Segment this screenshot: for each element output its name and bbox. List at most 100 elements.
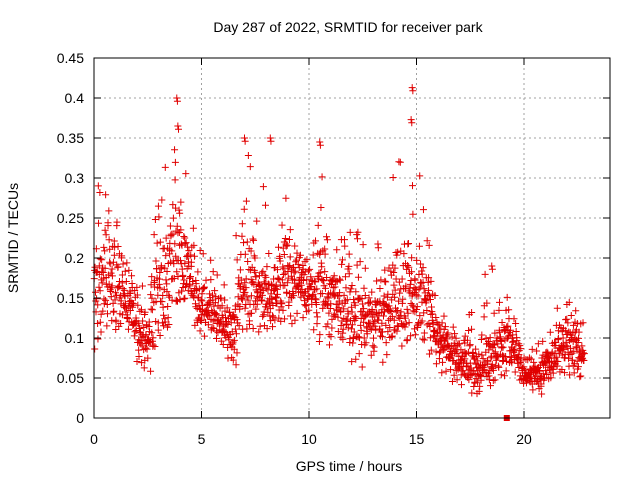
- data-point: [498, 344, 506, 352]
- data-point: [171, 158, 179, 166]
- data-point: [311, 278, 319, 286]
- data-point: [428, 310, 436, 318]
- data-point: [244, 296, 252, 304]
- data-point: [521, 366, 529, 374]
- data-point: [515, 364, 523, 372]
- data-point: [110, 307, 118, 315]
- data-point: [278, 300, 286, 308]
- x-tick-label: 10: [301, 431, 317, 447]
- data-point: [310, 277, 318, 285]
- x-tick-labels: 0 5 10 15 20: [90, 431, 532, 447]
- data-point: [281, 235, 289, 243]
- data-point: [282, 194, 290, 202]
- data-point: [129, 300, 137, 308]
- data-point: [423, 306, 431, 314]
- data-point: [422, 297, 430, 305]
- data-point: [285, 298, 293, 306]
- data-point: [242, 197, 250, 205]
- data-point: [261, 279, 269, 287]
- data-point: [91, 345, 99, 353]
- data-point: [315, 337, 323, 345]
- data-point: [108, 272, 116, 280]
- data-point: [240, 205, 248, 213]
- data-point: [407, 332, 415, 340]
- data-point: [365, 299, 373, 307]
- data-point: [248, 309, 256, 317]
- data-point: [369, 342, 377, 350]
- data-point: [340, 236, 348, 244]
- y-tick-label: 0: [76, 410, 84, 426]
- data-point: [290, 292, 298, 300]
- data-point: [222, 329, 230, 337]
- data-point: [241, 288, 249, 296]
- data-point: [147, 291, 155, 299]
- data-point: [398, 342, 406, 350]
- data-point: [386, 306, 394, 314]
- data-point: [575, 328, 583, 336]
- data-point: [517, 345, 525, 353]
- data-point: [395, 297, 403, 305]
- data-point: [570, 369, 578, 377]
- data-point: [520, 363, 528, 371]
- data-point: [302, 301, 310, 309]
- data-point: [189, 224, 197, 232]
- data-point: [403, 305, 411, 313]
- data-point: [399, 295, 407, 303]
- data-point: [133, 283, 141, 291]
- data-point: [91, 263, 99, 271]
- data-point: [172, 252, 180, 260]
- data-point: [286, 253, 294, 261]
- data-point: [95, 283, 103, 291]
- data-point: [374, 316, 382, 324]
- data-point: [497, 371, 505, 379]
- data-point: [202, 276, 210, 284]
- data-point: [112, 318, 120, 326]
- data-point: [150, 231, 158, 239]
- data-point: [345, 262, 353, 270]
- data-point: [142, 331, 150, 339]
- data-point: [321, 284, 329, 292]
- data-point: [173, 268, 181, 276]
- data-point: [348, 308, 356, 316]
- data-point: [172, 204, 180, 212]
- data-point: [180, 232, 188, 240]
- data-point: [510, 348, 518, 356]
- data-point: [402, 282, 410, 290]
- data-point: [476, 382, 484, 390]
- data-point: [235, 322, 243, 330]
- data-point: [425, 241, 433, 249]
- data-point: [103, 300, 111, 308]
- data-point: [336, 275, 344, 283]
- data-point: [417, 260, 425, 268]
- data-point: [358, 295, 366, 303]
- data-point: [97, 310, 105, 318]
- data-point: [339, 335, 347, 343]
- data-point: [511, 368, 519, 376]
- data-point: [181, 240, 189, 248]
- data-point: [510, 315, 518, 323]
- data-point: [405, 263, 413, 271]
- data-point: [234, 293, 242, 301]
- data-point: [334, 328, 342, 336]
- data-point: [122, 277, 130, 285]
- y-tick-label: 0.3: [65, 170, 85, 186]
- data-point: [360, 305, 368, 313]
- data-point: [224, 320, 232, 328]
- data-point: [328, 315, 336, 323]
- chart-title: Day 287 of 2022, SRMTID for receiver par…: [213, 19, 483, 35]
- data-point: [259, 312, 267, 320]
- data-point: [114, 243, 122, 251]
- data-point: [247, 292, 255, 300]
- data-point: [438, 369, 446, 377]
- data-point: [392, 275, 400, 283]
- data-point: [415, 242, 423, 250]
- data-point: [125, 266, 133, 274]
- data-point: [401, 323, 409, 331]
- data-point: [330, 272, 338, 280]
- data-point: [311, 295, 319, 303]
- data-point: [413, 256, 421, 264]
- data-point: [156, 268, 164, 276]
- data-point: [367, 310, 375, 318]
- axis-ticks: [93, 57, 610, 419]
- data-point: [233, 256, 241, 264]
